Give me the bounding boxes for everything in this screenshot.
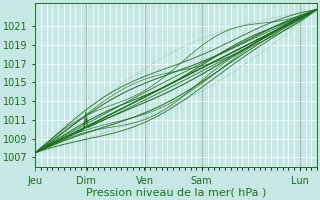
X-axis label: Pression niveau de la mer( hPa ): Pression niveau de la mer( hPa ) (86, 187, 266, 197)
